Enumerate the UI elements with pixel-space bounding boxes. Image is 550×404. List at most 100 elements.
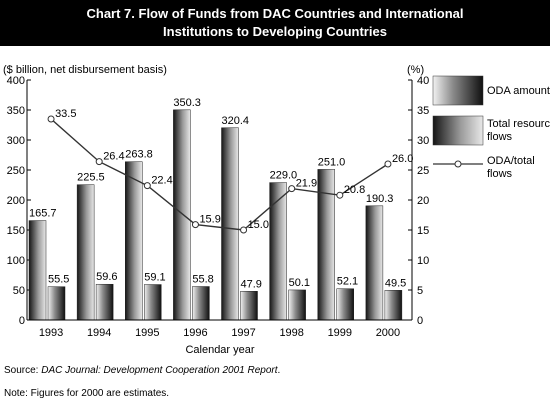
y-right-tick-label: 40 xyxy=(417,75,429,87)
y-axis-left-ticks: 0 50 100 150 200 250 300 350 400 xyxy=(7,75,31,327)
ratio-point-label: 22.4 xyxy=(151,175,172,187)
y-right-tick-label: 30 xyxy=(417,135,429,147)
legend-label-ratio-2: flows xyxy=(487,168,513,180)
ratio-point xyxy=(288,185,296,193)
source-title: DAC Journal: Development Cooperation 200… xyxy=(41,365,278,376)
bar-oda-amount-label: 55.5 xyxy=(48,274,69,286)
y-right-tick-label: 5 xyxy=(417,285,423,297)
ratio-line xyxy=(50,118,389,231)
ratio-point-label: 21.9 xyxy=(296,178,317,190)
bar-oda-amount xyxy=(384,290,403,321)
x-tick-label: 1993 xyxy=(39,327,63,339)
bar-total-flows xyxy=(76,184,95,321)
bar-total-flows xyxy=(221,127,239,321)
ratio-point-label: 33.5 xyxy=(55,108,76,120)
estimate-note: Note: Figures for 2000 are estimates. xyxy=(4,388,170,399)
legend-swatch-oda-amount xyxy=(432,75,484,106)
y-left-tick-label: 100 xyxy=(7,255,25,267)
bar-total-flows xyxy=(173,109,191,321)
legend-swatch-total-flows xyxy=(432,115,484,146)
ratio-point xyxy=(143,182,151,190)
legend-label-total-flows-1: Total resource xyxy=(487,118,550,130)
bar-oda-amount xyxy=(336,288,354,321)
legend-marker-ratio xyxy=(454,160,462,168)
chart-title-line1: Chart 7. Flow of Funds from DAC Countrie… xyxy=(86,6,464,21)
y-left-tick-label: 200 xyxy=(7,195,25,207)
y-left-tick-label: 250 xyxy=(7,165,25,177)
plot-frame xyxy=(26,80,413,321)
bar-oda-amount xyxy=(288,289,306,321)
y-right-tick-label: 10 xyxy=(417,255,429,267)
y-left-tick-label: 150 xyxy=(7,225,25,237)
ratio-point-label: 15.9 xyxy=(199,214,220,226)
ratio-point-label: 26.0 xyxy=(392,153,413,165)
y-right-tick-label: 20 xyxy=(417,195,429,207)
bar-total-flows xyxy=(125,161,143,321)
y-right-tick-label: 35 xyxy=(417,105,429,117)
bar-oda-amount xyxy=(144,284,162,321)
ratio-point xyxy=(384,160,392,168)
x-tick-label: 1999 xyxy=(328,327,352,339)
bar-oda-amount xyxy=(192,286,210,321)
ratio-point xyxy=(47,115,55,123)
ratio-line-series: 33.5 26.4 22.4 15.9 15.0 21.9 20.8 26.0 xyxy=(47,108,413,234)
bar-oda-amount-label: 47.9 xyxy=(241,278,262,290)
x-tick-label: 1995 xyxy=(135,327,159,339)
legend-label-total-flows-2: flows xyxy=(487,131,513,143)
ratio-point xyxy=(240,226,248,234)
y-left-tick-label: 300 xyxy=(7,135,25,147)
y-left-tick-label: 50 xyxy=(13,285,25,297)
bar-oda-amount-label: 52.1 xyxy=(337,276,358,288)
y-right-tick-label: 15 xyxy=(417,225,429,237)
bar-oda-amount-label: 59.6 xyxy=(96,271,117,283)
y-right-tick-label: 25 xyxy=(417,165,429,177)
ratio-point xyxy=(336,191,344,199)
bar-oda-amount xyxy=(95,283,114,321)
y-left-tick-label: 350 xyxy=(7,105,25,117)
chart-title-line2: Institutions to Developing Countries xyxy=(163,24,387,39)
chart-title: Chart 7. Flow of Funds from DAC Countrie… xyxy=(0,0,550,46)
ratio-point xyxy=(191,221,199,229)
x-tick-label: 1996 xyxy=(183,327,207,339)
bar-series: 165.7 55.5 225.5 59.6 263.8 59.1 350.3 55.8 320.… xyxy=(28,97,406,321)
bar-total-flows-label: 165.7 xyxy=(29,208,57,220)
source-note: Source: DAC Journal: Development Coopera… xyxy=(4,365,280,376)
bar-total-flows-label: 320.4 xyxy=(222,115,250,127)
y-right-tick-label: 0 xyxy=(417,315,423,327)
x-tick-label: 1997 xyxy=(231,327,255,339)
bar-oda-amount xyxy=(240,291,258,321)
bar-total-flows xyxy=(365,205,384,321)
ratio-point-label: 26.4 xyxy=(103,151,124,163)
y-left-tick-label: 400 xyxy=(7,75,25,87)
y-axis-left-label: ($ billion, net disbursement basis) xyxy=(3,64,167,76)
y-axis-right-ticks: 0 5 10 15 20 25 30 35 40 xyxy=(408,75,429,327)
legend-label-oda-amount: ODA amount xyxy=(487,85,550,97)
y-axis-right-label: (%) xyxy=(407,64,424,76)
bar-total-flows xyxy=(269,182,287,321)
bar-total-flows-label: 225.5 xyxy=(77,172,105,184)
source-prefix: Source: xyxy=(4,365,42,376)
x-axis-ticks: 1993 1994 1995 1996 1997 1998 1999 2000 xyxy=(39,327,400,339)
bar-total-flows-label: 350.3 xyxy=(173,97,201,109)
x-axis-label: Calendar year xyxy=(185,344,254,356)
legend: ODA amount Total resource flows ODA/tota… xyxy=(432,75,550,180)
legend-label-ratio-1: ODA/total xyxy=(487,155,535,167)
bar-oda-amount xyxy=(47,286,66,321)
y-left-tick-label: 0 xyxy=(19,315,25,327)
bar-total-flows-label: 251.0 xyxy=(318,156,346,168)
bar-oda-amount-label: 49.5 xyxy=(385,277,406,289)
source-suffix: . xyxy=(277,365,281,376)
bar-oda-amount-label: 59.1 xyxy=(144,272,165,284)
bar-total-flows-label: 263.8 xyxy=(125,149,153,161)
ratio-point xyxy=(95,158,103,166)
x-tick-label: 1994 xyxy=(87,327,111,339)
bar-oda-amount-label: 55.8 xyxy=(192,274,213,286)
x-tick-label: 2000 xyxy=(376,327,400,339)
ratio-point-label: 20.8 xyxy=(344,184,365,196)
x-tick-label: 1998 xyxy=(279,327,303,339)
bar-total-flows-label: 190.3 xyxy=(366,193,394,205)
ratio-point-label: 15.0 xyxy=(248,219,269,231)
bar-total-flows xyxy=(28,220,47,321)
bar-oda-amount-label: 50.1 xyxy=(289,277,310,289)
